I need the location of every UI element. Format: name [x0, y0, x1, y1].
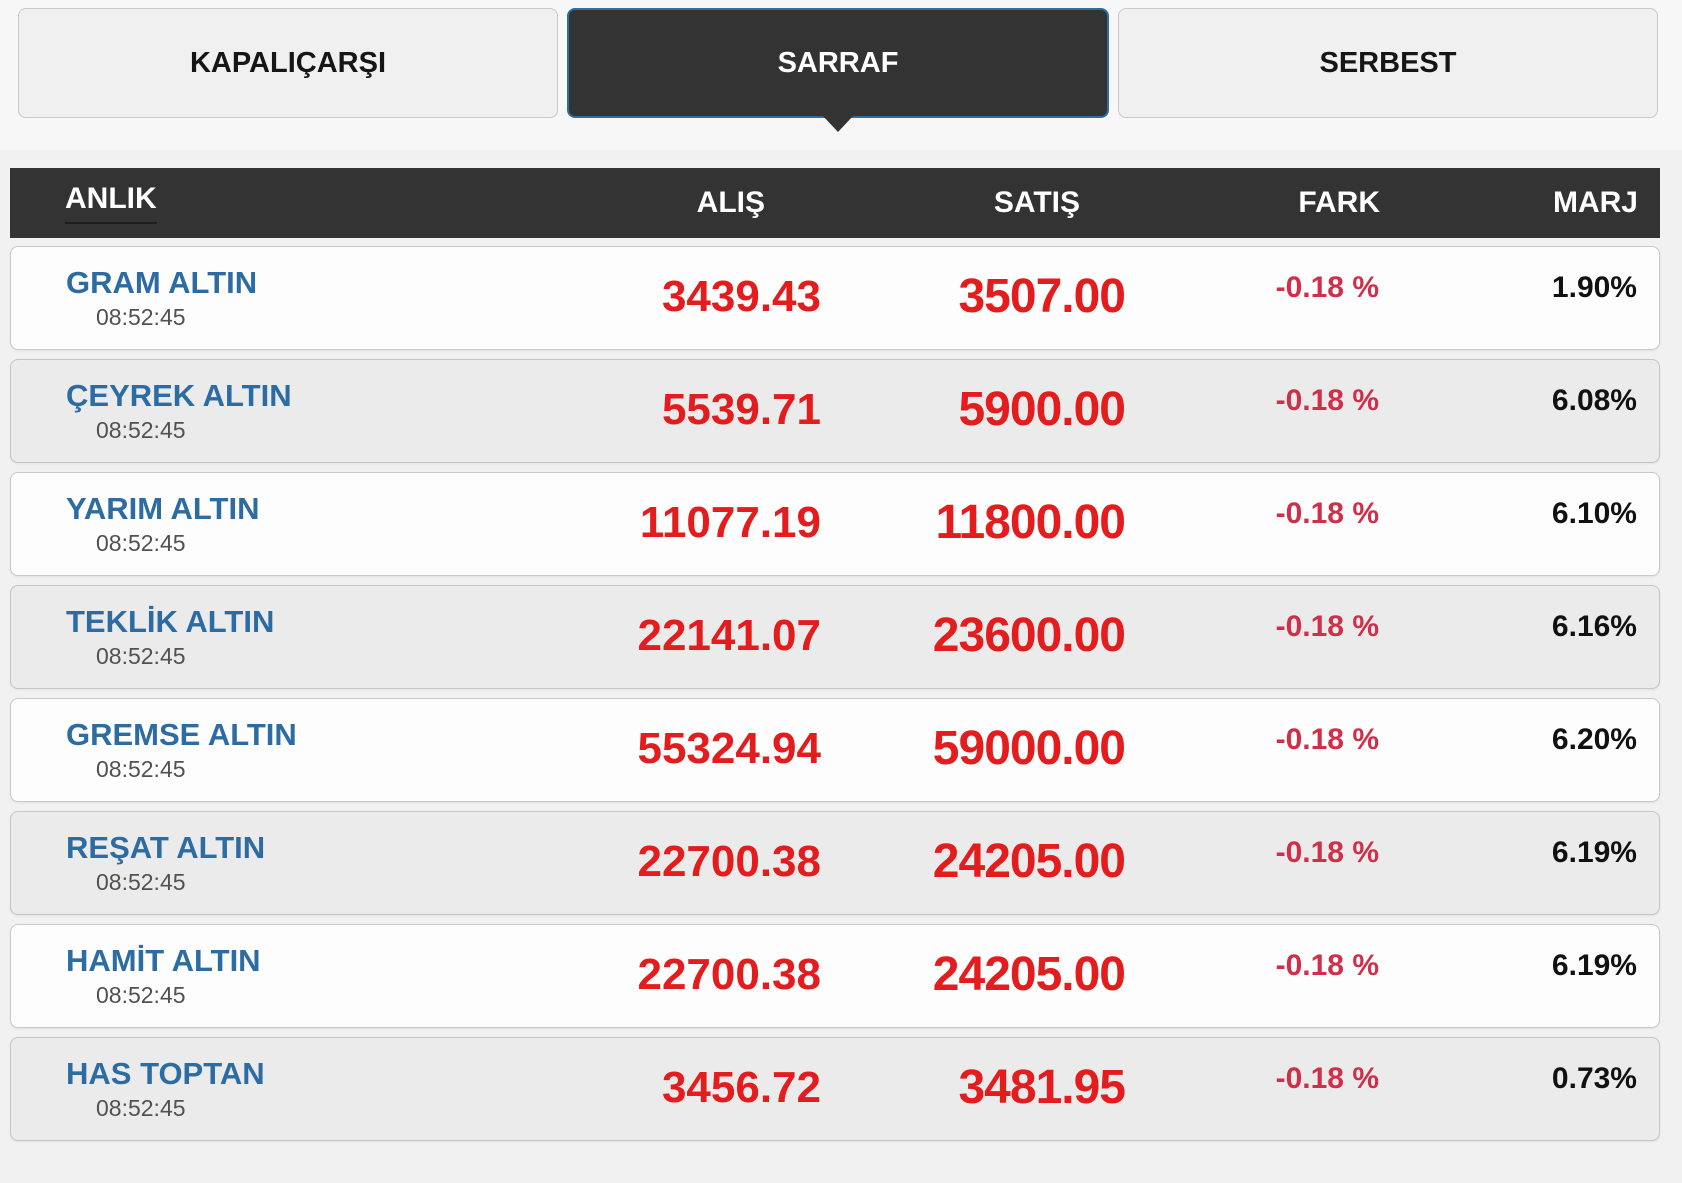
- header-fark: FARK: [1298, 186, 1380, 219]
- tab-label: SARRAF: [777, 46, 899, 79]
- sell-price: 23600.00: [932, 609, 1126, 662]
- quote-time: 08:52:45: [96, 868, 186, 895]
- table-body: GRAM ALTIN 08:52:45 3439.43 3507.00 -0.1…: [10, 246, 1660, 1141]
- instrument-name: REŞAT ALTIN: [66, 830, 266, 866]
- header-alis: ALIŞ: [696, 186, 765, 219]
- change-percent: -0.18 %: [1275, 610, 1379, 643]
- margin-percent: 6.16%: [1551, 610, 1637, 643]
- margin-percent: 0.73%: [1551, 1062, 1637, 1095]
- sell-price: 24205.00: [932, 948, 1126, 1001]
- quote-time: 08:52:45: [96, 416, 186, 443]
- table-row[interactable]: REŞAT ALTIN 08:52:45 22700.38 24205.00 -…: [10, 811, 1660, 915]
- sell-price: 59000.00: [932, 722, 1126, 775]
- quote-time: 08:52:45: [96, 755, 186, 782]
- change-percent: -0.18 %: [1275, 836, 1379, 869]
- buy-price: 22700.38: [637, 950, 821, 999]
- sell-price: 3481.95: [958, 1061, 1126, 1114]
- change-percent: -0.18 %: [1275, 497, 1379, 530]
- table-row[interactable]: HAS TOPTAN 08:52:45 3456.72 3481.95 -0.1…: [10, 1037, 1660, 1141]
- margin-percent: 1.90%: [1551, 271, 1637, 304]
- margin-percent: 6.10%: [1551, 497, 1637, 530]
- tab-label: KAPALIÇARŞI: [189, 46, 387, 79]
- buy-price: 11077.19: [639, 498, 821, 547]
- instrument-name: HAMİT ALTIN: [66, 943, 261, 979]
- tab-serbest[interactable]: SERBEST: [1118, 8, 1658, 118]
- table-row[interactable]: YARIM ALTIN 08:52:45 11077.19 11800.00 -…: [10, 472, 1660, 576]
- change-percent: -0.18 %: [1275, 723, 1379, 756]
- sell-price: 11800.00: [935, 496, 1126, 549]
- quote-time: 08:52:45: [96, 529, 186, 556]
- instrument-name: TEKLİK ALTIN: [66, 604, 275, 640]
- buy-price: 22141.07: [637, 611, 821, 660]
- change-percent: -0.18 %: [1275, 271, 1379, 304]
- table-header: ANLIK ALIŞ SATIŞ FARK MARJ: [10, 168, 1660, 238]
- sell-price: 5900.00: [958, 383, 1126, 436]
- sell-price: 24205.00: [932, 835, 1126, 888]
- table-row[interactable]: HAMİT ALTIN 08:52:45 22700.38 24205.00 -…: [10, 924, 1660, 1028]
- header-satis: SATIŞ: [993, 186, 1080, 219]
- instrument-name: HAS TOPTAN: [66, 1056, 265, 1092]
- change-percent: -0.18 %: [1275, 1062, 1379, 1095]
- price-table: ANLIK ALIŞ SATIŞ FARK MARJ GRAM ALTIN 08…: [10, 168, 1660, 1141]
- buy-price: 55324.94: [637, 724, 821, 773]
- table-row[interactable]: TEKLİK ALTIN 08:52:45 22141.07 23600.00 …: [10, 585, 1660, 689]
- instrument-name: GRAM ALTIN: [66, 265, 258, 301]
- buy-price: 5539.71: [661, 385, 821, 434]
- quote-time: 08:52:45: [96, 303, 186, 330]
- margin-percent: 6.19%: [1551, 949, 1637, 982]
- quote-time: 08:52:45: [96, 981, 186, 1008]
- active-tab-arrow-icon: [823, 116, 853, 132]
- tab-kapalicarsi[interactable]: KAPALIÇARŞI: [18, 8, 558, 118]
- header-anlik: ANLIK: [10, 182, 510, 224]
- buy-price: 3456.72: [661, 1063, 821, 1112]
- table-row[interactable]: GRAM ALTIN 08:52:45 3439.43 3507.00 -0.1…: [10, 246, 1660, 350]
- margin-percent: 6.08%: [1551, 384, 1637, 417]
- instrument-name: YARIM ALTIN: [66, 491, 260, 527]
- margin-percent: 6.19%: [1551, 836, 1637, 869]
- change-percent: -0.18 %: [1275, 949, 1379, 982]
- change-percent: -0.18 %: [1275, 384, 1379, 417]
- buy-price: 22700.38: [637, 837, 821, 886]
- sell-price: 3507.00: [958, 270, 1126, 323]
- instrument-name: GREMSE ALTIN: [66, 717, 297, 753]
- table-row[interactable]: GREMSE ALTIN 08:52:45 55324.94 59000.00 …: [10, 698, 1660, 802]
- tab-label: SERBEST: [1319, 46, 1457, 79]
- quote-time: 08:52:45: [96, 642, 186, 669]
- header-marj: MARJ: [1552, 186, 1638, 219]
- instrument-name: ÇEYREK ALTIN: [66, 378, 292, 414]
- quote-time: 08:52:45: [96, 1094, 186, 1121]
- table-row[interactable]: ÇEYREK ALTIN 08:52:45 5539.71 5900.00 -0…: [10, 359, 1660, 463]
- tab-sarraf[interactable]: SARRAF: [567, 8, 1109, 132]
- margin-percent: 6.20%: [1551, 723, 1637, 756]
- buy-price: 3439.43: [661, 272, 821, 321]
- tabs-bar: KAPALIÇARŞI SARRAF SERBEST: [0, 0, 1682, 150]
